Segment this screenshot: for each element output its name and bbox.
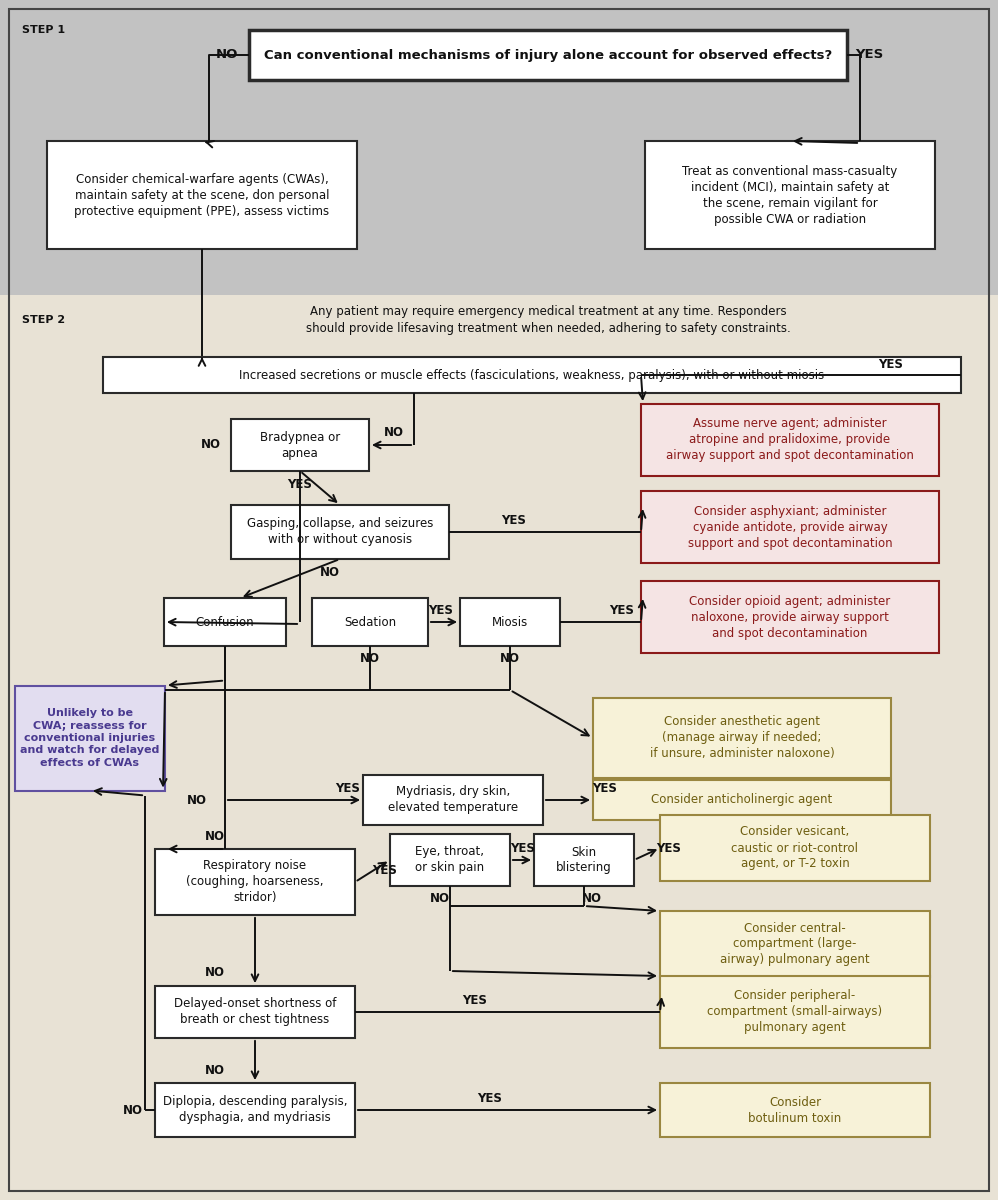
Bar [641,404,939,476]
Text: Consider vesicant,
caustic or riot-control
agent, or T-2 toxin: Consider vesicant, caustic or riot-contr… [732,826,858,870]
Text: NO: NO [123,1104,143,1116]
Bar [47,140,357,248]
Bar [593,698,891,778]
Text: Assume nerve agent; administer
atropine and pralidoxime, provide
airway support : Assume nerve agent; administer atropine … [666,418,914,462]
Bar [231,419,369,470]
Text: STEP 1: STEP 1 [22,25,65,35]
Text: NO: NO [360,653,380,666]
Text: Consider central-
compartment (large-
airway) pulmonary agent: Consider central- compartment (large- ai… [721,922,870,966]
Text: Treat as conventional mass-casualty
incident (MCI), maintain safety at
the scene: Treat as conventional mass-casualty inci… [683,164,897,226]
Bar [155,850,355,914]
Text: Bradypnea or
apnea: Bradypnea or apnea [259,431,340,460]
Text: Miosis: Miosis [492,616,528,629]
Bar [0,295,998,1200]
Text: NO: NO [187,794,207,808]
Text: Eye, throat,
or skin pain: Eye, throat, or skin pain [415,846,485,875]
Text: Sedation: Sedation [344,616,396,629]
Bar [164,598,286,646]
Text: YES: YES [462,995,487,1008]
Text: Unlikely to be
CWA; reassess for
conventional injuries
and watch for delayed
eff: Unlikely to be CWA; reassess for convent… [20,708,160,768]
Bar [534,834,634,886]
Text: STEP 2: STEP 2 [22,314,65,325]
Text: Confusion: Confusion [196,616,254,629]
Text: Consider chemical-warfare agents (CWAs),
maintain safety at the scene, don perso: Consider chemical-warfare agents (CWAs),… [75,173,329,217]
Bar [660,976,930,1048]
Text: YES: YES [372,864,397,876]
Bar [363,775,543,826]
Text: YES: YES [855,48,883,61]
Text: NO: NO [320,565,340,578]
Text: Can conventional mechanisms of injury alone account for observed effects?: Can conventional mechanisms of injury al… [263,48,832,61]
Text: YES: YES [593,782,618,796]
Bar [645,140,935,248]
Bar [103,358,961,392]
Bar [155,1082,355,1138]
Bar [641,491,939,563]
Bar [390,834,510,886]
Text: Consider anticholinergic agent: Consider anticholinergic agent [652,793,832,806]
Bar [660,1082,930,1138]
Text: YES: YES [287,478,312,491]
Text: Skin
blistering: Skin blistering [556,846,612,875]
Bar [231,505,449,559]
Text: Consider peripheral-
compartment (small-airways)
pulmonary agent: Consider peripheral- compartment (small-… [708,990,882,1034]
Text: NO: NO [582,893,602,906]
Text: YES: YES [511,842,536,856]
Text: Consider
botulinum toxin: Consider botulinum toxin [748,1096,841,1124]
Text: YES: YES [478,1092,502,1105]
Bar [0,0,998,295]
Bar [460,598,560,646]
Bar [641,581,939,653]
Text: NO: NO [216,48,239,61]
Bar [660,815,930,881]
Text: Increased secretions or muscle effects (fasciculations, weakness, paralysis), wi: Increased secretions or muscle effects (… [240,368,824,382]
Text: YES: YES [610,605,635,618]
Bar [660,911,930,977]
Bar [15,685,165,791]
Text: Consider opioid agent; administer
naloxone, provide airway support
and spot deco: Consider opioid agent; administer naloxo… [690,594,890,640]
Text: NO: NO [205,966,225,979]
Text: YES: YES [428,605,453,618]
Text: NO: NO [205,1063,225,1076]
Text: NO: NO [500,653,520,666]
Text: Respiratory noise
(coughing, hoarseness,
stridor): Respiratory noise (coughing, hoarseness,… [187,859,323,905]
Text: Delayed-onset shortness of
breath or chest tightness: Delayed-onset shortness of breath or che… [174,997,336,1026]
Text: NO: NO [205,829,225,842]
Bar [155,986,355,1038]
Text: NO: NO [430,893,450,906]
Text: Gasping, collapse, and seizures
with or without cyanosis: Gasping, collapse, and seizures with or … [247,517,433,546]
Bar [249,30,847,80]
Text: YES: YES [657,842,682,856]
Text: Any patient may require emergency medical treatment at any time. Responders
shou: Any patient may require emergency medica… [305,305,790,335]
Bar [593,780,891,820]
Text: Consider anesthetic agent
(manage airway if needed;
if unsure, administer naloxo: Consider anesthetic agent (manage airway… [650,715,834,761]
Text: Consider asphyxiant; administer
cyanide antidote, provide airway
support and spo: Consider asphyxiant; administer cyanide … [688,504,892,550]
Text: NO: NO [384,426,404,439]
Text: NO: NO [201,438,221,451]
Bar [312,598,428,646]
Text: YES: YES [502,515,526,528]
Text: Mydriasis, dry skin,
elevated temperature: Mydriasis, dry skin, elevated temperatur… [388,786,518,815]
Text: YES: YES [878,358,903,371]
Text: YES: YES [335,781,360,794]
Text: Diplopia, descending paralysis,
dysphagia, and mydriasis: Diplopia, descending paralysis, dysphagi… [163,1096,347,1124]
